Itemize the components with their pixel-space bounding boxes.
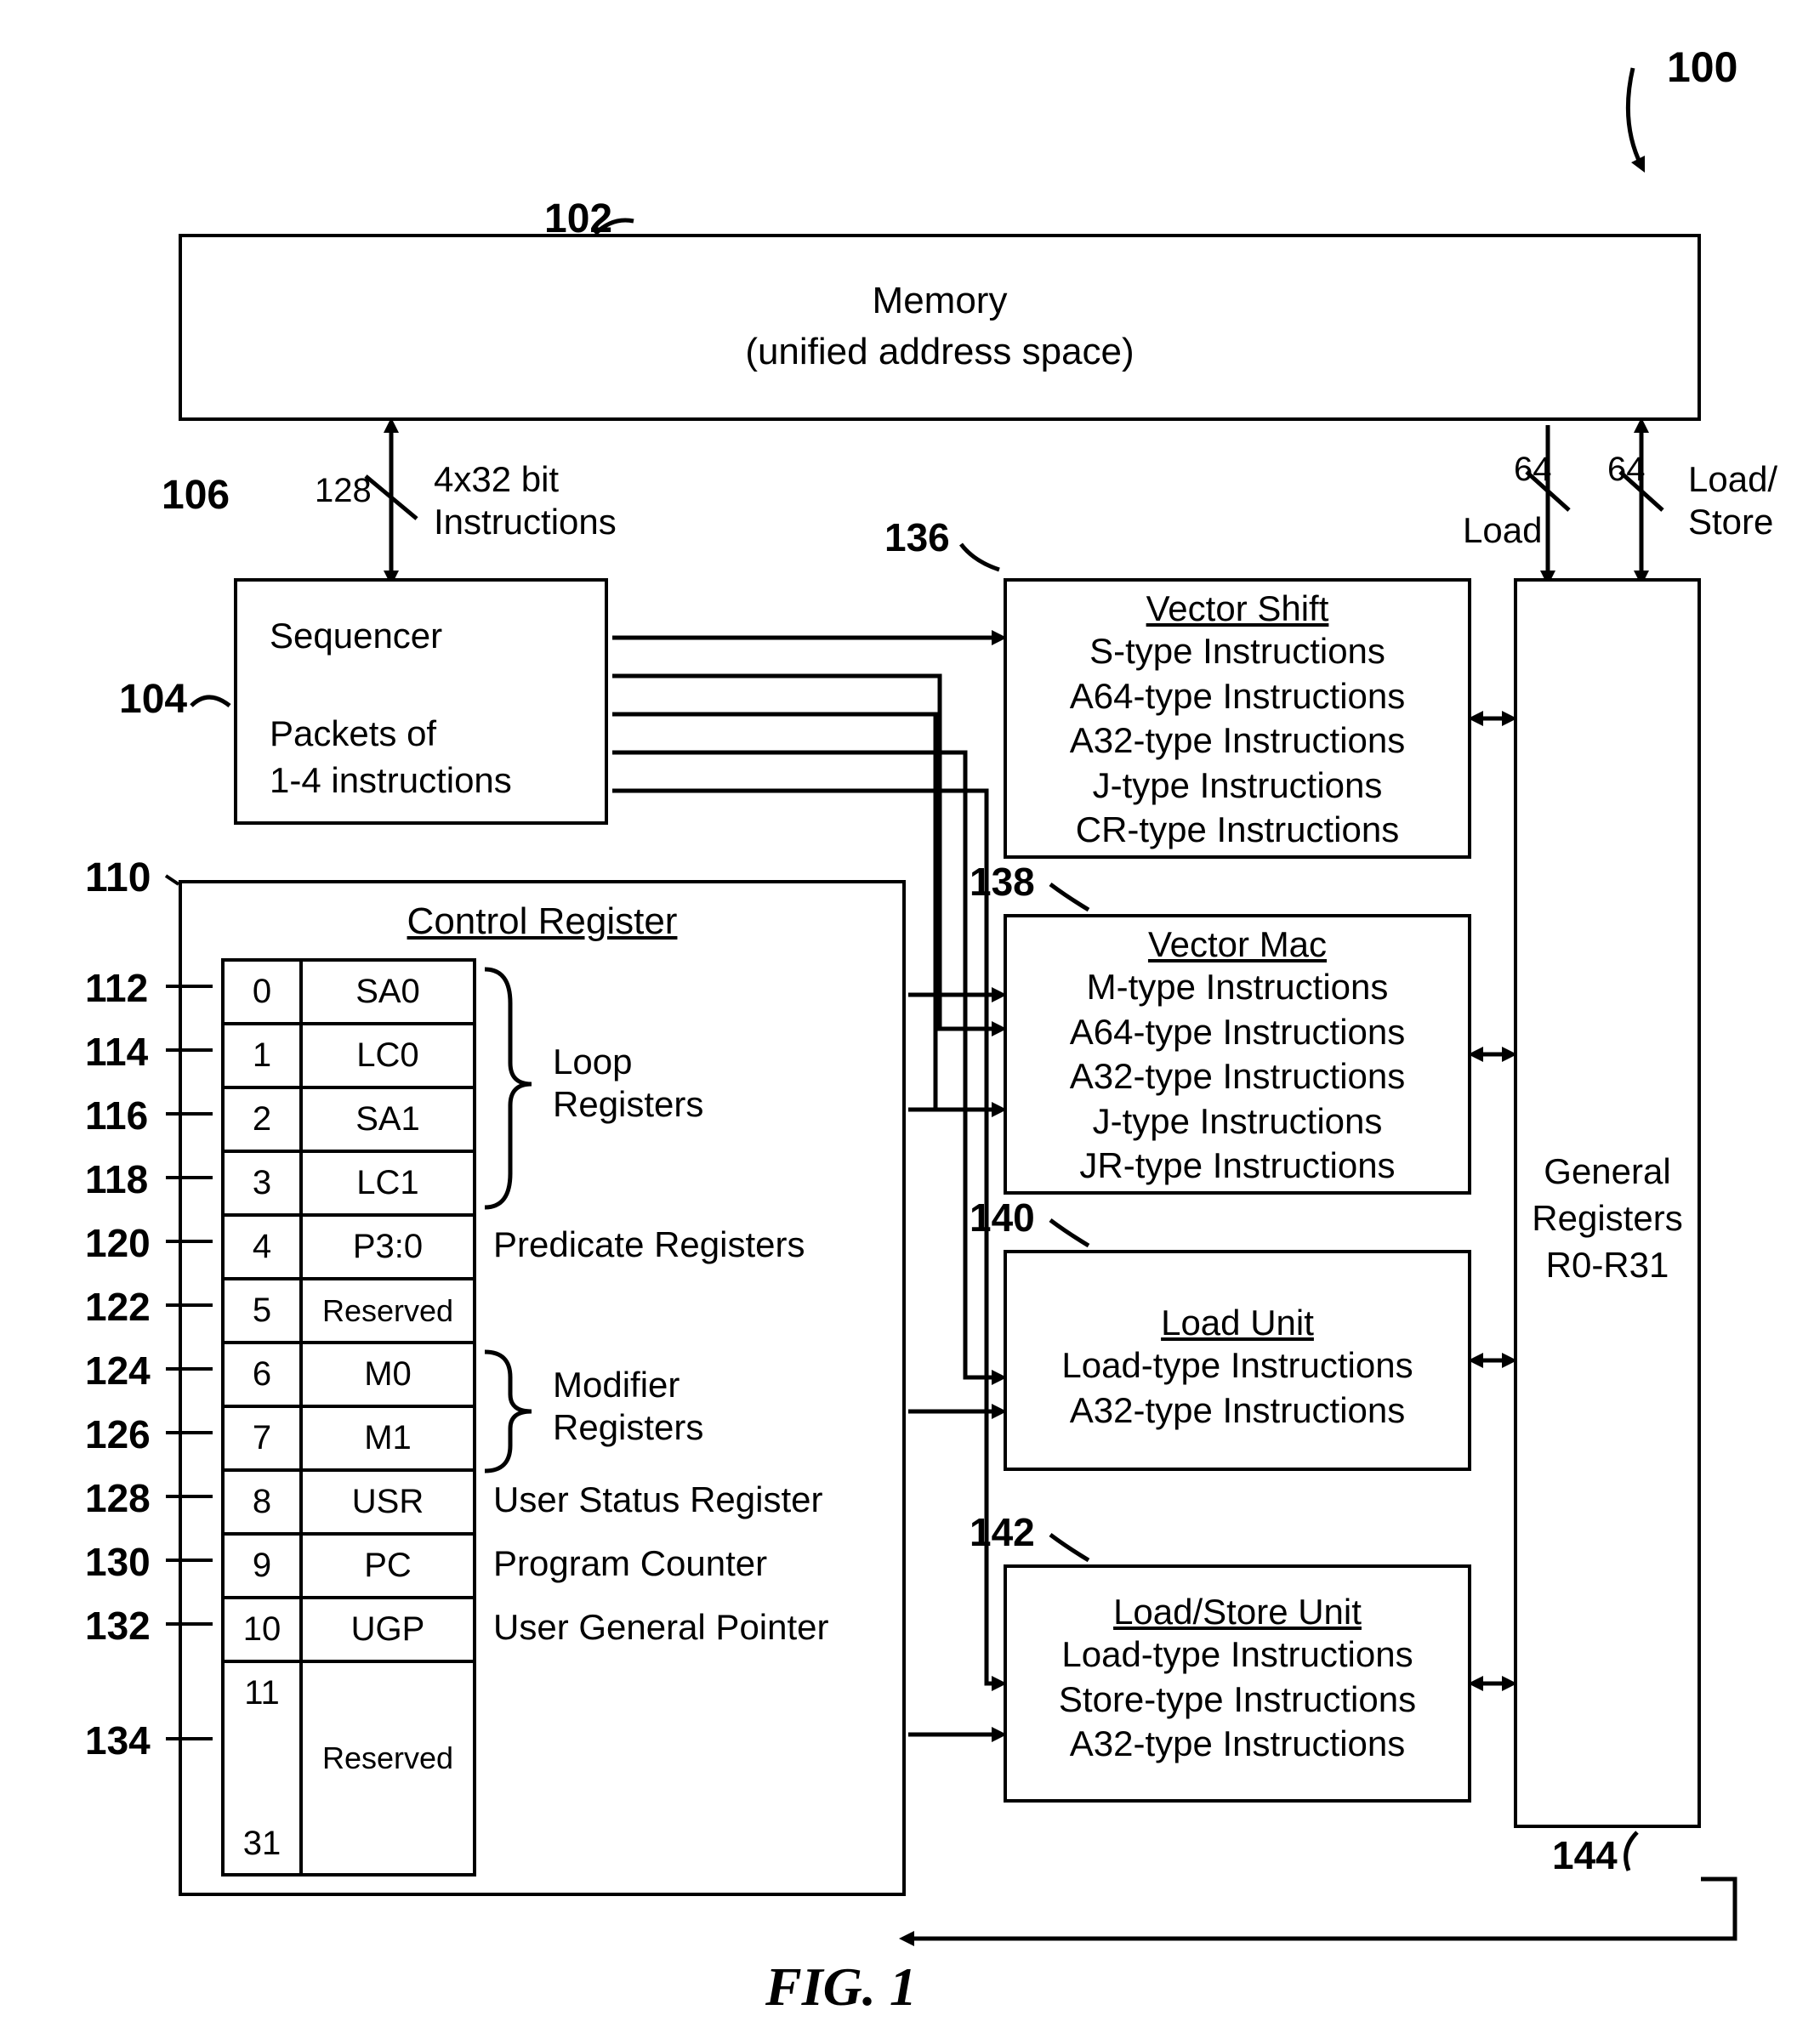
cr-row-2: 2SA1 [225,1086,473,1150]
lsu-l2: A32-type Instructions [1007,1722,1468,1767]
load-title: Load Unit [1007,1296,1468,1343]
instr-bus-width: 128 [315,472,372,510]
vector-mac-box: Vector Mac M-type Instructions A64-type … [1004,914,1471,1195]
vshift-l4: CR-type Instructions [1007,808,1468,853]
ref-138: 138 [970,859,1035,905]
vmac-title: Vector Mac [1007,917,1468,965]
modifier-label2: Registers [553,1407,703,1448]
cr-row-11: 11 [225,1660,473,1723]
modifier-label1: Modifier [553,1365,680,1405]
memory-title: Memory [182,280,1697,322]
control-register-box: Control Register 0SA0 1LC0 2SA1 3LC1 4P3… [179,880,906,1896]
gr-l3: R0-R31 [1517,1245,1697,1286]
cr-row-4: 4P3:0 [225,1213,473,1277]
cr-row-1: 1LC0 [225,1022,473,1086]
ref-104: 104 [119,676,187,723]
vmac-l3: J-type Instructions [1007,1099,1468,1144]
loop-label2: Registers [553,1084,703,1125]
sequencer-line1: Packets of [270,713,436,754]
ref-118: 118 [85,1156,148,1202]
usr-label: User Status Register [493,1479,822,1520]
ref-136: 136 [884,514,950,560]
ref-122: 122 [85,1284,151,1330]
cr-row-6: 6M0 [225,1341,473,1405]
ref-144: 144 [1552,1832,1618,1878]
ref-106: 106 [162,472,230,519]
control-register-title: Control Register [182,900,902,943]
instr-bus-text1: 4x32 bit [434,459,559,500]
cr-row-3: 3LC1 [225,1150,473,1213]
cr-row-9: 9PC [225,1532,473,1596]
load-unit-box: Load Unit Load-type Instructions A32-typ… [1004,1250,1471,1471]
figure-label: FIG. 1 [765,1956,917,2018]
ls-bus-label2: Store [1688,502,1773,542]
ref-134: 134 [85,1718,151,1763]
lsu-l1: Store-type Instructions [1007,1678,1468,1723]
load-l1: A32-type Instructions [1007,1388,1468,1434]
sequencer-line2: 1-4 instructions [270,760,512,801]
cr-table: 0SA0 1LC0 2SA1 3LC1 4P3:0 5Reserved 6M0 … [221,958,476,1877]
processor-diagram: 100 Memory (unified address space) 102 1… [0,0,1797,2044]
load-l0: Load-type Instructions [1007,1343,1468,1388]
vshift-l2: A32-type Instructions [1007,718,1468,764]
ref-102: 102 [544,196,612,242]
ref-100: 100 [1667,43,1737,92]
lsu-title: Load/Store Unit [1007,1585,1468,1632]
vmac-l1: A64-type Instructions [1007,1010,1468,1055]
ref-132: 132 [85,1603,151,1649]
cr-row-8: 8USR [225,1468,473,1532]
load-store-unit-box: Load/Store Unit Load-type Instructions S… [1004,1564,1471,1803]
ref-128: 128 [85,1475,151,1521]
vshift-l3: J-type Instructions [1007,764,1468,809]
instr-bus-text2: Instructions [434,502,617,542]
vector-shift-box: Vector Shift S-type Instructions A64-typ… [1004,578,1471,859]
ref-126: 126 [85,1411,151,1457]
ref-112: 112 [85,965,148,1011]
sequencer-title: Sequencer [270,616,442,656]
ref-142: 142 [970,1509,1035,1555]
ls-bus-width: 64 [1607,451,1646,489]
cr-row-5: 5Reserved [225,1277,473,1341]
general-registers-box: General Registers R0-R31 [1514,578,1701,1828]
cr-row-7: 7M1 [225,1405,473,1468]
lsu-l0: Load-type Instructions [1007,1632,1468,1678]
cr-row-0: 0SA0 [225,958,473,1022]
ls-bus-label1: Load/ [1688,459,1777,500]
sequencer-box: Sequencer Packets of 1-4 instructions [234,578,608,825]
loop-label1: Loop [553,1042,632,1082]
ref-110: 110 [85,855,151,901]
ref-120: 120 [85,1220,151,1266]
predicate-label: Predicate Registers [493,1224,805,1265]
vmac-l2: A32-type Instructions [1007,1054,1468,1099]
memory-subtitle: (unified address space) [182,331,1697,373]
ref-130: 130 [85,1539,151,1585]
ref-124: 124 [85,1348,151,1394]
ugp-label: User General Pointer [493,1607,829,1648]
ref-140: 140 [970,1195,1035,1241]
cr-row-10: 10UGP [225,1596,473,1660]
vshift-l0: S-type Instructions [1007,629,1468,674]
load-bus-width: 64 [1514,451,1552,489]
vmac-l4: JR-type Instructions [1007,1144,1468,1189]
load-bus-label: Load [1463,510,1542,551]
vshift-title: Vector Shift [1007,582,1468,629]
memory-box: Memory (unified address space) [179,234,1701,421]
ref-116: 116 [85,1093,148,1138]
vshift-l1: A64-type Instructions [1007,674,1468,719]
pc-label: Program Counter [493,1543,767,1584]
vmac-l0: M-type Instructions [1007,965,1468,1010]
cr-reserved-row: 31 Reserved [225,1723,473,1873]
gr-l1: General [1517,1151,1697,1192]
gr-l2: Registers [1517,1198,1697,1239]
ref-114: 114 [85,1029,148,1075]
